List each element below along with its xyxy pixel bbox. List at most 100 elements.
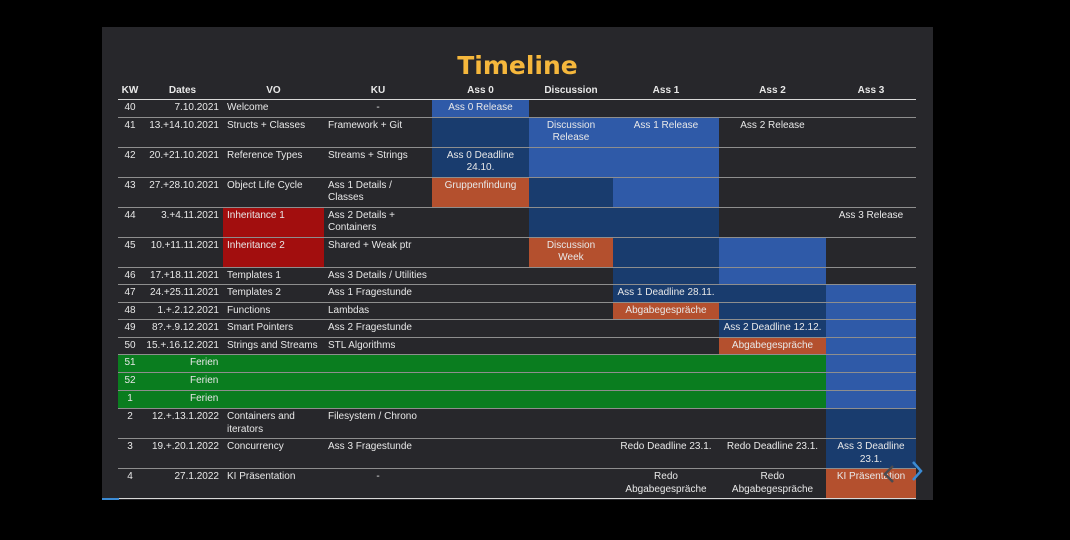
cell-ass2 xyxy=(719,177,826,208)
cell-ass3 xyxy=(826,267,916,285)
cell-dates: 3.+4.11.2021 xyxy=(142,207,223,238)
cell-kw: 3 xyxy=(118,438,142,469)
cell-discussion xyxy=(529,468,613,499)
cell-vo: Templates 1 xyxy=(223,267,324,285)
table-row: 40 7.10.2021 Welcome - Ass 0 Release xyxy=(118,99,916,118)
cell-ass0: Ass 0 Deadline 24.10. xyxy=(432,147,529,178)
cell-vo: Concurrency xyxy=(223,438,324,469)
cell-vo: Smart Pointers xyxy=(223,319,324,338)
cell-ass0 xyxy=(432,468,529,499)
cell-kw: 51 xyxy=(118,354,142,373)
cell-dates: 27.+28.10.2021 xyxy=(142,177,223,208)
cell-discussion xyxy=(529,438,613,469)
cell-kw: 44 xyxy=(118,207,142,238)
column-header-ass1: Ass 1 xyxy=(613,84,719,100)
cell-ass1 xyxy=(613,147,719,178)
cell-discussion xyxy=(529,408,613,439)
cell-ass1 xyxy=(613,408,719,439)
cell-ass1 xyxy=(613,99,719,118)
table-row: 4 27.1.2022 KI Präsentation - Redo Abgab… xyxy=(118,468,916,499)
cell-dates: 27.1.2022 xyxy=(142,468,223,499)
chevron-left-icon[interactable] xyxy=(882,464,906,486)
table-header-row: KW Dates VO KU Ass 0 Discussion Ass 1 As… xyxy=(118,84,916,100)
cell-discussion: Discussion Week xyxy=(529,237,613,268)
table-row: 41 13.+14.10.2021 Structs + Classes Fram… xyxy=(118,117,916,148)
cell-ass3: Ass 3 Deadline 23.1. xyxy=(826,438,916,469)
cell-kw: 40 xyxy=(118,99,142,118)
cell-vo: KI Präsentation xyxy=(223,468,324,499)
cell-ass1 xyxy=(613,237,719,268)
column-header-ku: KU xyxy=(324,84,432,100)
cell-ass0 xyxy=(432,337,529,355)
cell-vo: Functions xyxy=(223,302,324,320)
cell-ass3: Ass 3 Release xyxy=(826,207,916,238)
cell-ass0 xyxy=(432,237,529,268)
timeline-table: KW Dates VO KU Ass 0 Discussion Ass 1 As… xyxy=(118,84,916,499)
cell-dates: 7.10.2021 xyxy=(142,99,223,118)
cell-ass3 xyxy=(826,408,916,439)
cell-ass2 xyxy=(719,284,826,303)
cell-kw: 2 xyxy=(118,408,142,439)
cell-vo: Inheritance 1 xyxy=(223,207,324,238)
cell-ass2: Ass 2 Release xyxy=(719,117,826,148)
cell-vo: Reference Types xyxy=(223,147,324,178)
table-row: 46 17.+18.11.2021 Templates 1 Ass 3 Deta… xyxy=(118,267,916,285)
cell-dates: 12.+.13.1.2022 xyxy=(142,408,223,439)
table-row: 48 1.+.2.12.2021 Functions Lambdas Abgab… xyxy=(118,302,916,320)
column-header-ass0: Ass 0 xyxy=(432,84,529,100)
cell-discussion xyxy=(529,147,613,178)
table-row: 44 3.+4.11.2021 Inheritance 1 Ass 2 Deta… xyxy=(118,207,916,238)
cell-discussion xyxy=(529,319,613,338)
cell-ass0 xyxy=(432,319,529,338)
cell-kw: 1 xyxy=(118,390,142,409)
cell-dates: 24.+25.11.2021 xyxy=(142,284,223,303)
cell-ass2: Redo Deadline 23.1. xyxy=(719,438,826,469)
cell-vo: Inheritance 2 xyxy=(223,237,324,268)
slide-title: Timeline xyxy=(457,51,578,80)
cell-ass1 xyxy=(613,319,719,338)
cell-ass1: Ass 1 Deadline 28.11. xyxy=(613,284,719,303)
cell-discussion: Discussion Release xyxy=(529,117,613,148)
cell-ass3 xyxy=(826,302,916,320)
cell-dates: 19.+.20.1.2022 xyxy=(142,438,223,469)
cell-ass3 xyxy=(826,99,916,118)
cell-ku: Shared + Weak ptr xyxy=(324,237,432,268)
cell-dates: 10.+11.11.2021 xyxy=(142,237,223,268)
cell-holiday: Ferien xyxy=(142,372,826,391)
cell-ass1 xyxy=(613,207,719,238)
cell-ku: - xyxy=(324,468,432,499)
cell-kw: 45 xyxy=(118,237,142,268)
cell-discussion xyxy=(529,207,613,238)
chevron-right-icon[interactable] xyxy=(910,460,934,486)
cell-dates: 17.+18.11.2021 xyxy=(142,267,223,285)
cell-kw: 49 xyxy=(118,319,142,338)
table-row-holiday: 1 Ferien xyxy=(118,390,916,409)
cell-vo: Containers and iterators xyxy=(223,408,324,439)
table-row: 42 20.+21.10.2021 Reference Types Stream… xyxy=(118,147,916,178)
cell-vo: Templates 2 xyxy=(223,284,324,303)
cell-kw: 41 xyxy=(118,117,142,148)
cell-dates: 8?.+.9.12.2021 xyxy=(142,319,223,338)
presentation-slide: Timeline KW Dates VO KU Ass 0 Discussion… xyxy=(102,27,933,500)
cell-ass3 xyxy=(826,284,916,303)
cell-ku: Framework + Git xyxy=(324,117,432,148)
cell-kw: 46 xyxy=(118,267,142,285)
cell-ku: Filesystem / Chrono xyxy=(324,408,432,439)
cell-ku: STL Algorithms xyxy=(324,337,432,355)
cell-ass2 xyxy=(719,408,826,439)
cell-ass2 xyxy=(719,237,826,268)
cell-ass2 xyxy=(719,267,826,285)
cell-kw: 48 xyxy=(118,302,142,320)
cell-dates: 20.+21.10.2021 xyxy=(142,147,223,178)
cell-holiday: Ferien xyxy=(142,390,826,409)
cell-kw: 50 xyxy=(118,337,142,355)
cell-ass0: Gruppenfindung xyxy=(432,177,529,208)
table-row: 50 15.+.16.12.2021 Strings and Streams S… xyxy=(118,337,916,355)
slide-progress-bar xyxy=(102,498,119,500)
cell-ass3 xyxy=(826,177,916,208)
cell-dates: 13.+14.10.2021 xyxy=(142,117,223,148)
cell-ku: Ass 2 Details + Containers xyxy=(324,207,432,238)
cell-ass2: Ass 2 Deadline 12.12. xyxy=(719,319,826,338)
cell-ass1 xyxy=(613,177,719,208)
cell-dates: 15.+.16.12.2021 xyxy=(142,337,223,355)
